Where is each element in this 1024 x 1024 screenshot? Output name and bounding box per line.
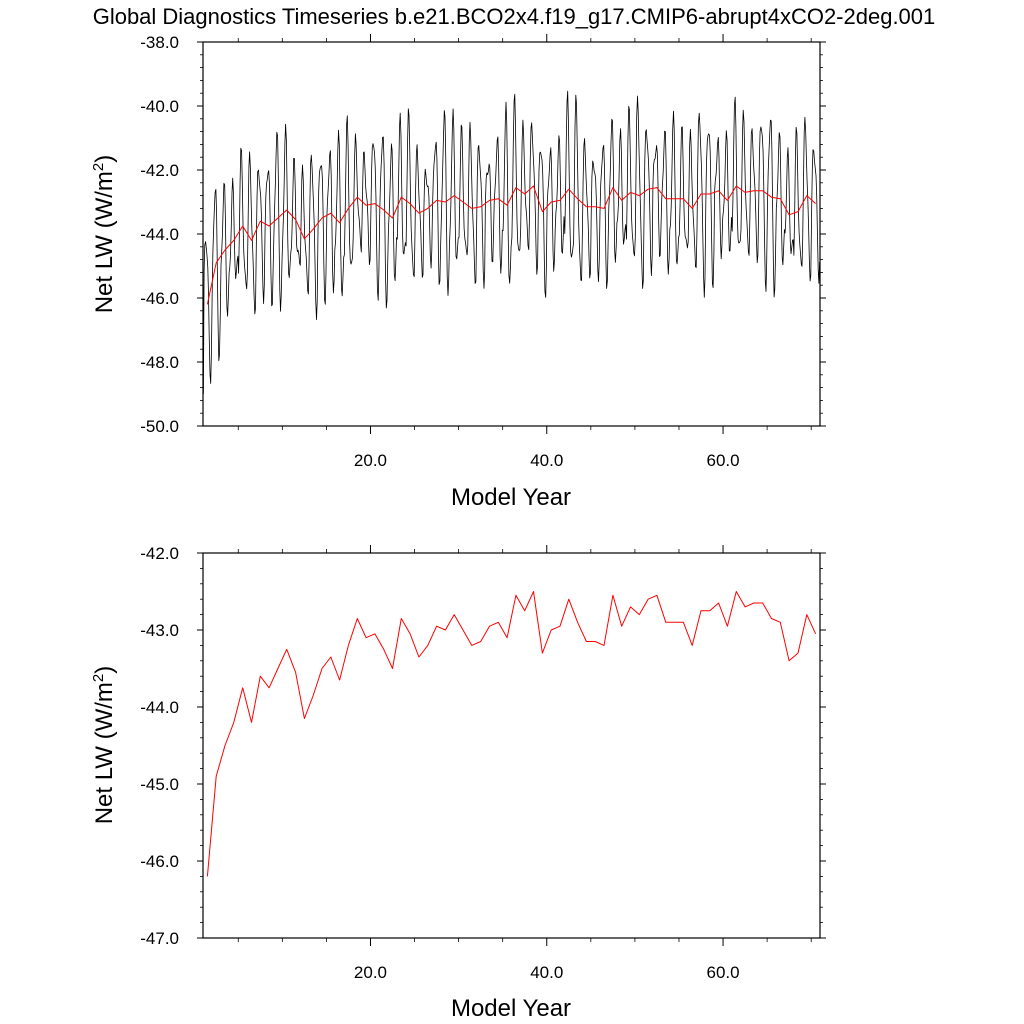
bottom-plot-frame (202, 552, 821, 939)
bottom-minor-ticks (200, 549, 823, 942)
bottom-annual-series-line (206, 591, 817, 877)
top-panel: -38.0 -40.0 -42.0 -44.0 -46.0 -48.0 -50.0 20.0… (90, 33, 826, 511)
bottom-y-axis-label: Net LW (W/m2) (90, 666, 118, 825)
top-minor-ticks (200, 38, 823, 430)
y-tick-label: -44.0 (140, 698, 179, 717)
y-tick-label: -46.0 (140, 852, 179, 871)
top-major-ticks (197, 34, 826, 434)
y-tick-label: -50.0 (140, 417, 179, 436)
bottom-y-tick-labels: -42.0 -43.0 -44.0 -45.0 -46.0 -47.0 (140, 544, 179, 948)
y-tick-label: -43.0 (140, 621, 179, 640)
y-tick-label: -47.0 (140, 929, 179, 948)
top-monthly-series-line (203, 90, 820, 395)
bottom-major-ticks (197, 545, 826, 946)
y-tick-label: -45.0 (140, 775, 179, 794)
x-tick-label: 20.0 (354, 963, 387, 982)
bottom-x-axis-label: Model Year (451, 995, 571, 1022)
bottom-panel: -42.0 -43.0 -44.0 -45.0 -46.0 -47.0 20.0 40.0 6… (90, 544, 826, 1022)
y-tick-label: -44.0 (140, 225, 179, 244)
top-y-axis-label: Net LW (W/m2) (90, 155, 118, 314)
top-x-axis-label: Model Year (451, 484, 571, 511)
bottom-x-tick-labels: 20.0 40.0 60.0 (354, 963, 740, 982)
y-tick-label: -38.0 (140, 33, 179, 52)
x-tick-label: 60.0 (706, 963, 739, 982)
top-y-tick-labels: -38.0 -40.0 -42.0 -44.0 -46.0 -48.0 -50.0 (140, 33, 179, 436)
top-annual-series-line (206, 185, 816, 305)
y-tick-label: -42.0 (140, 161, 179, 180)
x-tick-label: 20.0 (354, 451, 387, 470)
y-tick-label: -40.0 (140, 97, 179, 116)
y-tick-label: -46.0 (140, 289, 179, 308)
x-tick-label: 40.0 (530, 451, 563, 470)
top-plot-frame (202, 41, 821, 427)
x-tick-label: 60.0 (706, 451, 739, 470)
x-tick-label: 40.0 (530, 963, 563, 982)
figure-title: Global Diagnostics Timeseries b.e21.BCO2… (93, 4, 936, 29)
y-tick-label: -42.0 (140, 544, 179, 563)
y-tick-label: -48.0 (140, 353, 179, 372)
top-x-tick-labels: 20.0 40.0 60.0 (354, 451, 740, 470)
